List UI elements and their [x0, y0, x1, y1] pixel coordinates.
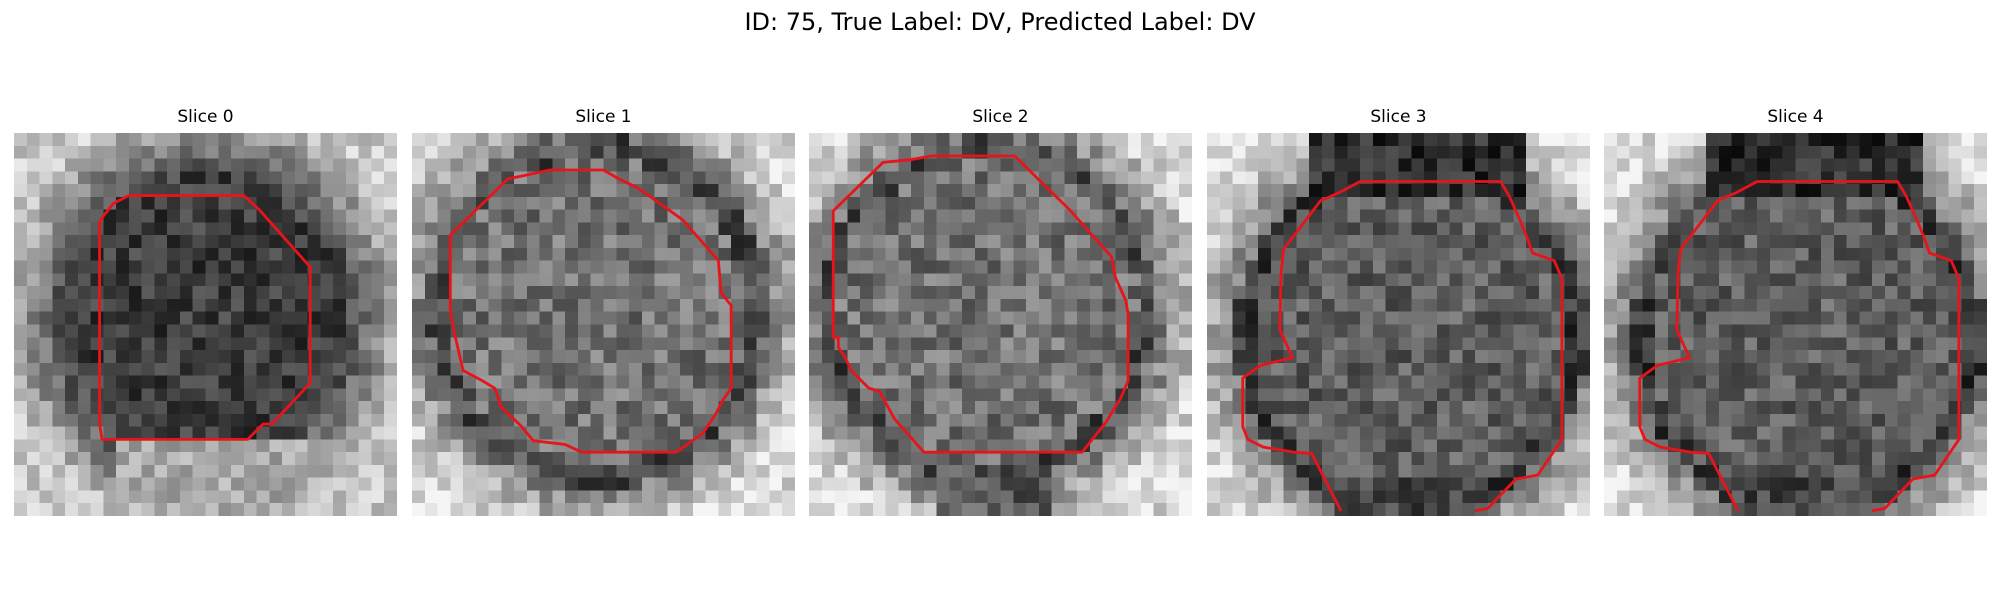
slice-pixels — [14, 133, 397, 516]
segmentation-contour — [1282, 180, 1564, 513]
ct-slice-image — [809, 133, 1192, 516]
slice-panel-4: Slice 4 — [1604, 105, 1987, 516]
segmentation-contour — [831, 154, 1130, 454]
slice-title: Slice 0 — [177, 107, 234, 127]
slice-panel-2: Slice 2 — [809, 105, 1192, 516]
segmentation-contour — [448, 168, 733, 454]
slice-title: Slice 2 — [972, 107, 1029, 127]
segmentation-contour — [1638, 249, 1740, 512]
ct-slice-image — [1604, 133, 1987, 516]
slice-pixels — [809, 133, 1192, 516]
slice-pixels — [412, 133, 795, 516]
slice-title: Slice 1 — [575, 107, 632, 127]
ct-slice-image — [14, 133, 397, 516]
segmentation-contour — [1679, 180, 1961, 513]
slice-title: Slice 3 — [1370, 107, 1427, 127]
slice-panel-3: Slice 3 — [1207, 105, 1590, 516]
figure-title: ID: 75, True Label: DV, Predicted Label:… — [744, 8, 1256, 36]
slice-image-canvas — [809, 133, 1192, 516]
slice-pixels — [1207, 133, 1590, 516]
slice-panel-1: Slice 1 — [412, 105, 795, 516]
segmentation-contour — [98, 194, 312, 441]
slice-image-canvas — [412, 133, 795, 516]
slice-panel-0: Slice 0 — [14, 105, 397, 516]
segmentation-contour — [1241, 249, 1343, 512]
ct-slice-image — [412, 133, 795, 516]
slice-image-canvas — [1604, 133, 1987, 516]
slice-title: Slice 4 — [1767, 107, 1824, 127]
slice-pixels — [1604, 133, 1987, 516]
slice-image-canvas — [1207, 133, 1590, 516]
slice-image-canvas — [14, 133, 397, 516]
ct-slice-image — [1207, 133, 1590, 516]
